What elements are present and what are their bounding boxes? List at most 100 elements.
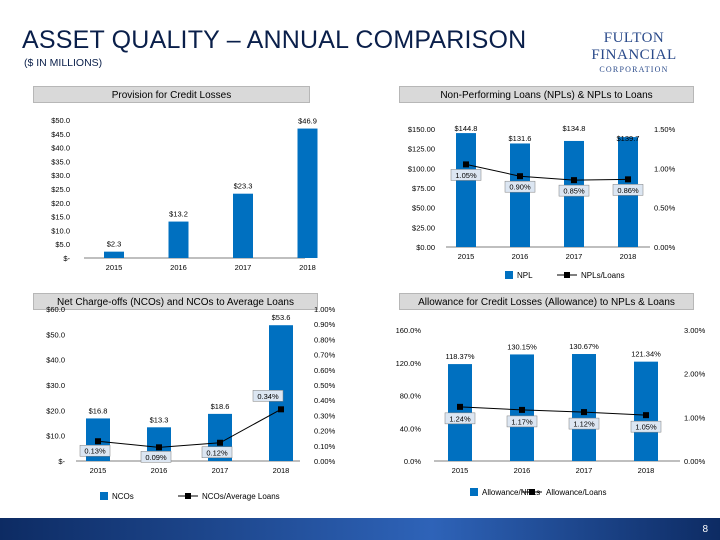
nco-line-marker-2016 bbox=[156, 444, 162, 451]
allowance-bar-2015 bbox=[448, 364, 472, 461]
nco-bar-label-2017: $18.6 bbox=[211, 402, 230, 411]
npl-ytick-left-6: $150.00 bbox=[408, 125, 435, 134]
provision-bar-label-2016: $13.2 bbox=[169, 210, 188, 219]
allowance-bar-label-2018: 121.34% bbox=[631, 350, 661, 359]
npl-chart-title: Non-Performing Loans (NPLs) & NPLs to Lo… bbox=[399, 86, 694, 103]
nco-ytick-left-3: $30.0 bbox=[46, 381, 65, 390]
provision-ytick-left-4: $20.0 bbox=[51, 199, 70, 208]
provision-ytick-left-6: $30.0 bbox=[51, 171, 70, 180]
company-logo: FULTON FINANCIAL CORPORATION bbox=[574, 30, 694, 74]
provision-ytick-left-0: $- bbox=[63, 254, 70, 263]
npl-ytick-right-1: 0.50% bbox=[654, 204, 676, 213]
provision-bar-label-2018: $46.9 bbox=[298, 117, 317, 126]
allowance-line-marker-2016 bbox=[519, 406, 525, 413]
npl-line-label-2017: 0.85% bbox=[563, 187, 585, 196]
nco-ytick-left-5: $50.0 bbox=[46, 330, 65, 339]
allowance-line-series bbox=[459, 406, 647, 416]
nco-bar-label-2016: $13.3 bbox=[150, 415, 169, 424]
npl-line-marker-2016 bbox=[517, 173, 523, 180]
nco-ytick-right-1: 0.10% bbox=[314, 442, 336, 451]
npl-ytick-right-0: 0.00% bbox=[654, 243, 676, 252]
nco-chart-title: Net Charge-offs (NCOs) and NCOs to Avera… bbox=[33, 293, 318, 310]
npl-bar-label-2017: $134.8 bbox=[563, 124, 586, 133]
npl-ytick-right-3: 1.50% bbox=[654, 125, 676, 134]
nco-line-label-2015: 0.13% bbox=[84, 447, 106, 456]
npl-line-series bbox=[465, 163, 629, 181]
nco-xtick-2017: 2017 bbox=[212, 466, 229, 475]
npl-xtick-2017: 2017 bbox=[566, 252, 583, 261]
npl-xtick-2015: 2015 bbox=[458, 252, 475, 261]
nco-line-label-box-2015 bbox=[79, 444, 111, 457]
nco-line-label-2017: 0.12% bbox=[206, 448, 228, 457]
provision-ytick-left-10: $50.0 bbox=[51, 116, 70, 125]
nco-legend-line-label: NCOs/Average Loans bbox=[202, 492, 280, 501]
allowance-ytick-left-0: 0.0% bbox=[404, 457, 421, 466]
page-number: 8 bbox=[702, 524, 708, 535]
allowance-line-label-2016: 1.17% bbox=[511, 417, 533, 426]
npl-ytick-left-5: $125.00 bbox=[408, 145, 435, 154]
npl-line-label-box-2017 bbox=[558, 184, 590, 197]
allowance-ytick-left-4: 160.0% bbox=[396, 326, 422, 335]
nco-ytick-left-2: $20.0 bbox=[46, 406, 65, 415]
npl-bar-2016 bbox=[510, 143, 530, 247]
allowance-xtick-2015: 2015 bbox=[452, 466, 469, 475]
nco-ytick-right-9: 0.90% bbox=[314, 320, 336, 329]
allowance-ytick-right-3: 3.00% bbox=[684, 326, 706, 335]
npl-line-label-box-2015 bbox=[450, 169, 482, 181]
logo-subname: CORPORATION bbox=[599, 65, 669, 74]
npl-xtick-2016: 2016 bbox=[512, 252, 529, 261]
provision-ytick-left-1: $5.0 bbox=[55, 240, 70, 249]
npl-xtick-2018: 2018 bbox=[620, 252, 637, 261]
npl-line-label-2015: 1.05% bbox=[455, 171, 477, 180]
provision-ytick-left-3: $15.0 bbox=[51, 213, 70, 222]
allowance-bar-2018 bbox=[634, 361, 658, 461]
nco-line-label-box-2018 bbox=[252, 390, 284, 402]
npl-line-marker-2018 bbox=[625, 176, 631, 183]
nco-ytick-left-0: $- bbox=[58, 457, 65, 466]
npl-ytick-right-2: 1.00% bbox=[654, 164, 676, 173]
nco-ytick-left-4: $40.0 bbox=[46, 356, 65, 365]
allowance-xtick-2016: 2016 bbox=[514, 466, 531, 475]
npl-line-label-box-2016 bbox=[504, 180, 536, 193]
provision-ytick-left-2: $10.0 bbox=[51, 226, 70, 235]
logo-name: FULTON FINANCIAL bbox=[591, 30, 677, 63]
allowance-legend-line-label: Allowance/Loans bbox=[546, 488, 606, 497]
nco-ytick-right-2: 0.20% bbox=[314, 427, 336, 436]
allowance-ytick-left-1: 40.0% bbox=[400, 424, 422, 433]
provision-bar-2016 bbox=[168, 221, 189, 258]
npl-bar-label-2015: $144.8 bbox=[455, 124, 478, 133]
nco-legend-line-marker bbox=[185, 493, 191, 499]
allowance-ytick-right-1: 1.00% bbox=[684, 413, 706, 422]
allowance-line-label-2015: 1.24% bbox=[449, 414, 471, 423]
provision-xtick-2017: 2017 bbox=[235, 263, 252, 272]
provision-chart-title: Provision for Credit Losses bbox=[33, 86, 310, 103]
allowance-line-label-box-2017 bbox=[568, 417, 600, 430]
nco-line-marker-2015 bbox=[95, 438, 101, 445]
nco-ytick-right-3: 0.30% bbox=[314, 411, 336, 420]
nco-ytick-right-0: 0.00% bbox=[314, 457, 336, 466]
nco-legend-bar-swatch bbox=[100, 492, 108, 500]
allowance-ytick-left-2: 80.0% bbox=[400, 392, 422, 401]
allowance-bar-label-2017: 130.67% bbox=[569, 342, 599, 351]
nco-ytick-right-4: 0.40% bbox=[314, 396, 336, 405]
nco-line-label-box-2017 bbox=[201, 446, 233, 459]
npl-ytick-left-4: $100.00 bbox=[408, 164, 435, 173]
provision-bar-label-2015: $2.3 bbox=[107, 240, 122, 249]
nco-ytick-right-7: 0.70% bbox=[314, 351, 336, 360]
npl-bar-label-2018: $139.7 bbox=[617, 134, 640, 143]
nco-ytick-right-5: 0.50% bbox=[314, 381, 336, 390]
allowance-line-label-box-2018 bbox=[630, 420, 662, 433]
allowance-ytick-left-3: 120.0% bbox=[396, 359, 422, 368]
allowance-bar-2017 bbox=[572, 354, 596, 461]
npl-ytick-left-3: $75.00 bbox=[412, 184, 435, 193]
nco-line-marker-2018 bbox=[278, 406, 284, 413]
provision-ytick-left-7: $35.0 bbox=[51, 157, 70, 166]
nco-legend-bar-label: NCOs bbox=[112, 492, 134, 501]
allowance-legend-line-marker bbox=[529, 489, 535, 495]
nco-xtick-2016: 2016 bbox=[151, 466, 168, 475]
npl-ytick-left-2: $50.00 bbox=[412, 204, 435, 213]
nco-ytick-right-6: 0.60% bbox=[314, 366, 336, 375]
nco-bar-label-2018: $53.6 bbox=[272, 313, 291, 322]
